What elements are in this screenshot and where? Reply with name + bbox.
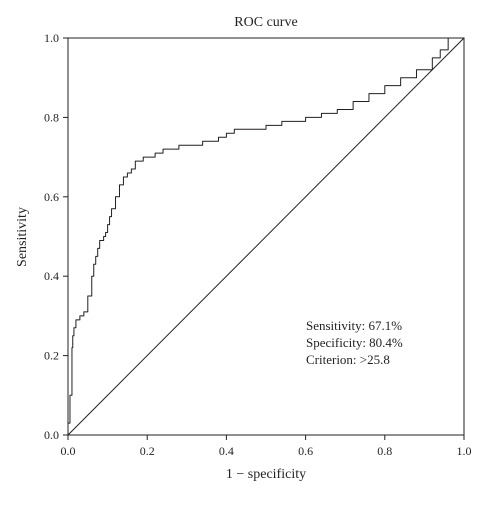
y-tick-label: 0.2 xyxy=(44,349,59,363)
x-tick-label: 0.0 xyxy=(61,444,76,458)
y-tick-label: 0.6 xyxy=(44,190,59,204)
y-axis-label: Sensitivity xyxy=(15,207,30,267)
annotation-line: Specificity: 80.4% xyxy=(306,335,403,350)
x-axis-label: 1 − specificity xyxy=(226,467,306,482)
y-tick-label: 0.8 xyxy=(44,110,59,124)
plot-layer: 0.0 0.2 0.4 0.6 0.8 1.0 0.0 0.2 0.4 0.6 0.8 1.0 xyxy=(44,31,472,458)
reference-diagonal-line xyxy=(67,37,465,436)
x-tick-label: 0.4 xyxy=(219,444,234,458)
y-tick-label: 0.4 xyxy=(44,269,59,283)
y-tick-label: 0.0 xyxy=(44,428,59,442)
annotation-box: Sensitivity: 67.1% Specificity: 80.4% Crit… xyxy=(306,318,403,367)
x-tick-label: 0.2 xyxy=(140,444,155,458)
chart-title: ROC curve xyxy=(234,15,297,30)
annotation-line: Criterion: >25.8 xyxy=(306,352,390,367)
x-tick-label: 0.6 xyxy=(298,444,313,458)
annotation-line: Sensitivity: 67.1% xyxy=(306,318,402,333)
roc-curve-line xyxy=(67,37,464,435)
plot-frame xyxy=(67,37,465,436)
x-tick-label: 0.8 xyxy=(377,444,392,458)
x-tick-label: 1.0 xyxy=(457,444,472,458)
y-tick-label: 1.0 xyxy=(44,31,59,45)
